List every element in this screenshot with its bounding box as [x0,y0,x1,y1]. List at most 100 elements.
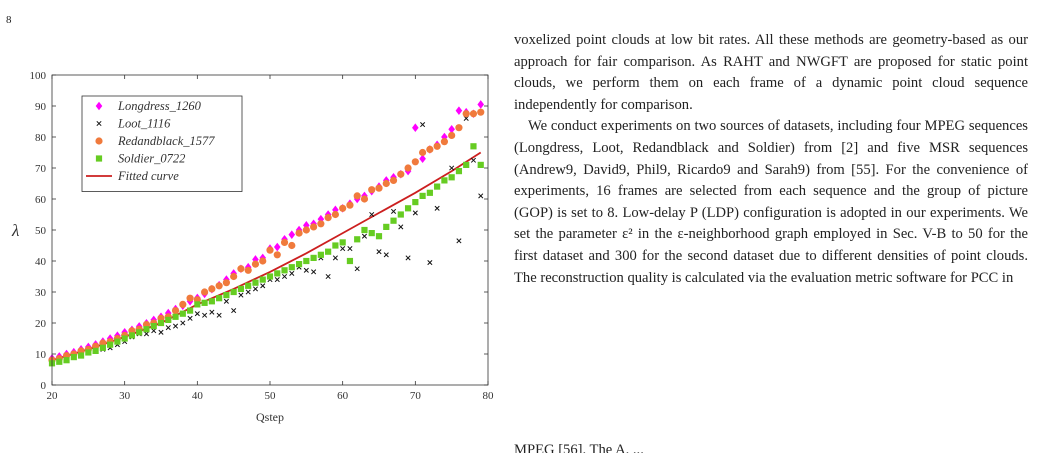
point-loot-1116 [187,315,193,321]
point-soldier-0722 [463,161,470,168]
point-loot-1116 [347,246,353,252]
point-soldier-0722 [368,230,375,237]
point-soldier-0722 [412,199,419,206]
cut-off-line: MPEG [56]. The A. ... [514,442,644,453]
point-loot-1116 [478,193,484,199]
point-redandblack-1577 [171,307,180,315]
point-redandblack-1577 [469,110,478,118]
point-loot-1116 [325,273,331,280]
point-redandblack-1577 [288,241,296,250]
point-loot-1116 [420,122,426,128]
point-loot-1116 [398,224,404,230]
x-tick-label: 50 [265,390,277,402]
point-loot-1116 [449,165,455,171]
point-redandblack-1577 [266,246,274,254]
point-soldier-0722 [208,298,215,305]
point-redandblack-1577 [346,201,354,209]
point-longdress-1260 [412,123,419,132]
point-loot-1116 [405,255,411,261]
point-redandblack-1577 [273,251,281,259]
point-longdress-1260 [448,124,455,134]
point-loot-1116 [369,211,375,218]
point-longdress-1260 [164,308,172,318]
x-tick-label: 60 [337,390,349,402]
point-redandblack-1577 [295,229,303,237]
point-soldier-0722 [186,307,194,314]
point-redandblack-1577 [331,210,339,219]
point-redandblack-1577 [353,192,361,200]
point-soldier-0722 [128,332,136,339]
point-redandblack-1577 [360,195,369,203]
point-loot-1116 [252,286,259,292]
point-longdress-1260 [273,242,281,252]
point-soldier-0722 [397,211,404,218]
legend-label: Soldier_0722 [118,152,185,166]
point-soldier-0722 [303,257,310,265]
point-soldier-0722 [375,233,383,240]
point-loot-1116 [245,289,251,295]
y-tick-label: 40 [35,256,47,268]
legend-swatch-x [96,120,102,127]
paragraph-1: voxelized point clouds at low bit rates.… [514,32,1028,113]
page-number: 8 [6,14,12,26]
point-redandblack-1577 [208,285,216,293]
point-redandblack-1577 [317,220,325,228]
point-redandblack-1577 [201,288,209,296]
legend-label: Fitted curve [117,169,179,183]
point-soldier-0722 [70,354,77,361]
point-longdress-1260 [477,100,485,109]
point-loot-1116 [311,269,317,275]
point-soldier-0722 [107,341,114,348]
point-soldier-0722 [237,285,245,292]
point-redandblack-1577 [259,257,267,265]
point-soldier-0722 [419,192,426,199]
point-loot-1116 [209,309,215,315]
point-redandblack-1577 [302,226,310,234]
point-soldier-0722 [317,251,324,258]
point-loot-1116 [412,210,418,216]
x-tick-label: 30 [119,390,131,402]
point-soldier-0722 [143,326,150,333]
y-tick-label: 50 [35,225,47,237]
y-tick-label: 30 [35,287,47,299]
point-loot-1116 [376,249,382,255]
point-loot-1116 [143,331,150,337]
point-soldier-0722 [426,189,433,196]
legend-swatch-square [95,155,103,162]
point-redandblack-1577 [244,266,252,274]
point-loot-1116 [194,311,200,317]
point-soldier-0722 [114,338,121,345]
point-soldier-0722 [288,264,295,271]
point-redandblack-1577 [389,176,398,184]
point-loot-1116 [158,329,164,335]
point-longdress-1260 [288,230,296,239]
point-redandblack-1577 [230,272,238,281]
y-tick-label: 80 [35,132,47,144]
point-loot-1116 [202,312,208,318]
point-soldier-0722 [223,292,230,299]
y-tick-label: 10 [35,349,47,361]
point-loot-1116 [223,298,229,304]
point-loot-1116 [427,259,433,266]
point-loot-1116 [456,238,462,244]
point-soldier-0722 [56,358,63,365]
point-soldier-0722 [121,335,128,342]
point-soldier-0722 [310,254,317,261]
point-redandblack-1577 [419,148,427,157]
point-soldier-0722 [92,347,99,354]
point-redandblack-1577 [462,110,470,118]
point-soldier-0722 [136,329,143,336]
lambda-qstep-chart: 20 30 40 50 60 70 80 0 10 20 30 40 50 60 70 80 90 100 Qst… [11,70,494,424]
point-soldier-0722 [216,295,223,302]
point-soldier-0722 [346,257,354,265]
legend-label: Longdress_1260 [117,99,202,113]
point-soldier-0722 [245,282,252,289]
point-soldier-0722 [230,288,237,296]
point-loot-1116 [361,233,368,239]
point-soldier-0722 [295,261,303,268]
point-loot-1116 [274,277,280,283]
point-soldier-0722 [252,279,259,286]
plot-marks [48,100,485,367]
point-redandblack-1577 [382,179,390,188]
point-soldier-0722 [179,310,186,317]
